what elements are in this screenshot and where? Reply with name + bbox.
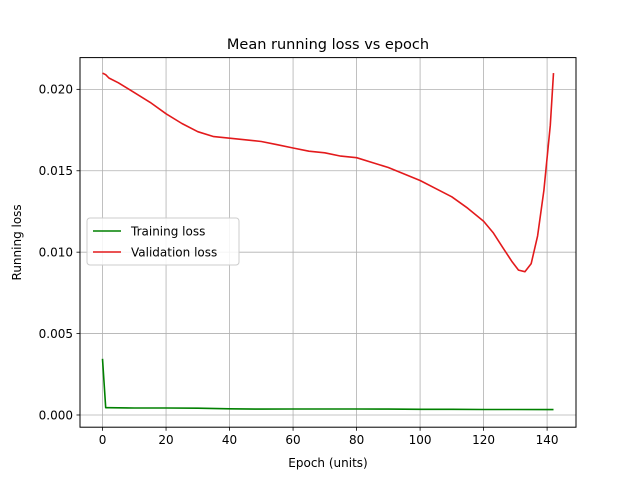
x-tick-label: 20 xyxy=(158,433,173,447)
legend: Training loss Validation loss xyxy=(86,217,240,266)
legend-box xyxy=(86,217,240,266)
x-tick-label: 120 xyxy=(472,433,495,447)
y-tick-label: 0.005 xyxy=(39,327,73,341)
x-tick-label: 100 xyxy=(409,433,432,447)
validation-loss-line xyxy=(102,72,555,273)
x-tick-label: 60 xyxy=(285,433,300,447)
x-tick-label: 0 xyxy=(99,433,107,447)
x-ticks: 0 20 40 60 80 100 120 140 xyxy=(99,427,559,447)
series-layer xyxy=(101,72,555,411)
x-tick-label: 80 xyxy=(349,433,364,447)
x-tick-label: 140 xyxy=(536,433,559,447)
y-ticks: 0.000 0.005 0.010 0.015 0.020 xyxy=(39,83,80,422)
training-loss-line xyxy=(101,358,554,411)
y-tick-label: 0.010 xyxy=(39,245,73,259)
y-tick-label: 0.000 xyxy=(39,408,73,422)
y-axis-label: Running loss xyxy=(10,204,24,280)
plot-frame xyxy=(79,57,577,428)
legend-label-validation-loss: Validation loss xyxy=(131,245,217,259)
legend-label-training-loss: Training loss xyxy=(130,224,205,238)
x-axis-label: Epoch (units) xyxy=(288,456,367,470)
x-tick-label: 40 xyxy=(222,433,237,447)
y-tick-label: 0.015 xyxy=(39,164,73,178)
chart-title: Mean running loss vs epoch xyxy=(227,37,429,53)
y-tick-label: 0.020 xyxy=(39,83,73,97)
